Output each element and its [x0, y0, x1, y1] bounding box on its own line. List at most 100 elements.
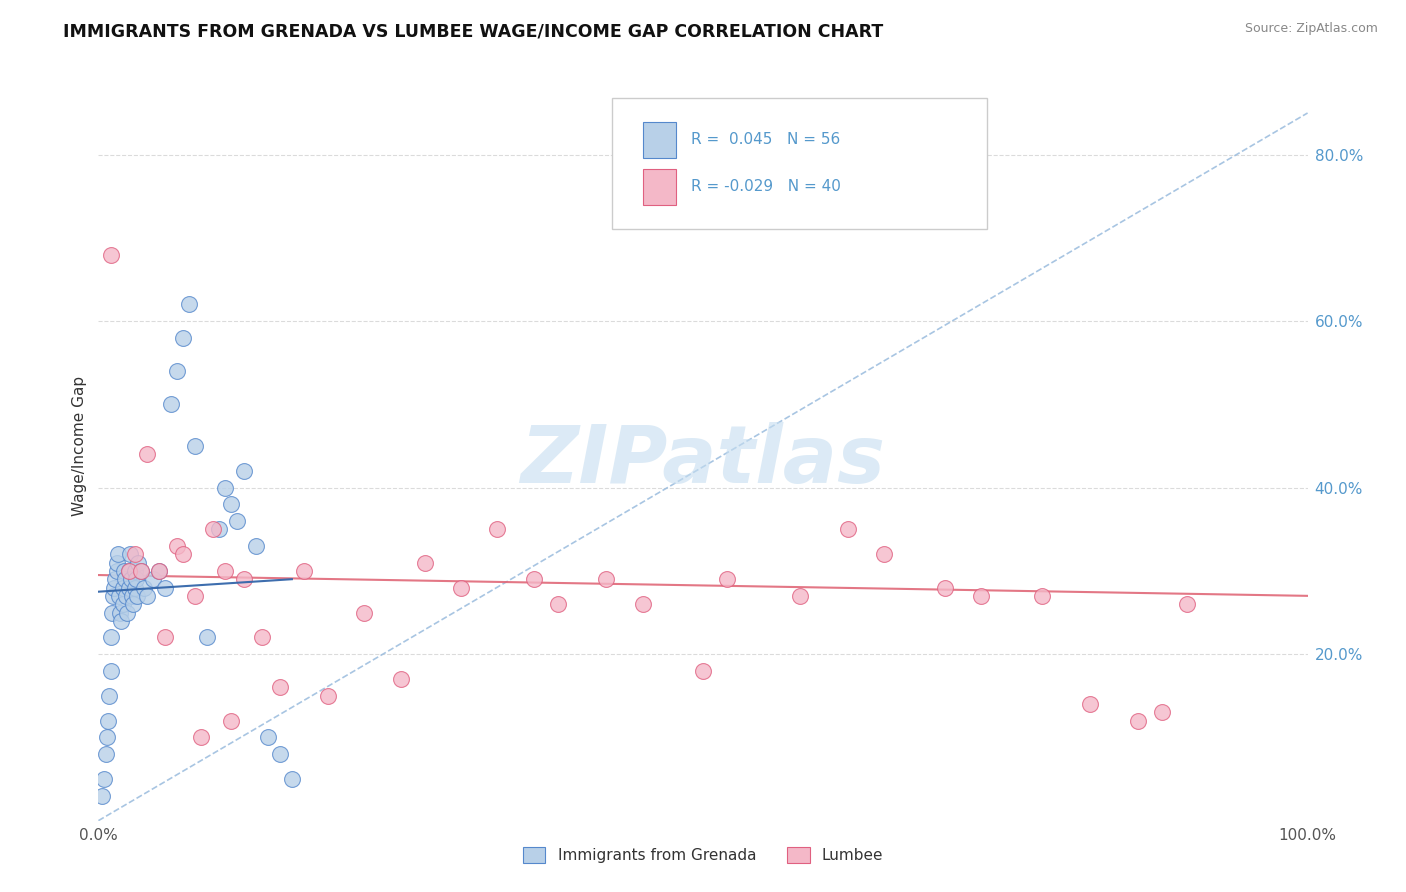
Point — [118, 564, 141, 578]
Point — [1175, 597, 1198, 611]
Legend: Immigrants from Grenada, Lumbee: Immigrants from Grenada, Lumbee — [516, 841, 890, 869]
Point — [226, 514, 249, 528]
Point — [129, 564, 152, 578]
Point — [108, 606, 131, 620]
Point — [1031, 589, 1053, 603]
Point — [100, 606, 122, 620]
Point — [281, 772, 304, 786]
Point — [153, 581, 176, 595]
Point — [172, 547, 194, 561]
Bar — [643, 169, 676, 205]
Point — [135, 589, 157, 603]
Text: ZIPatlas: ZIPatlas — [520, 422, 886, 500]
Point — [789, 589, 811, 603]
Point — [166, 539, 188, 553]
Point — [250, 631, 273, 645]
Point — [118, 547, 141, 561]
Point — [98, 689, 121, 703]
Point — [316, 689, 339, 703]
Point — [114, 572, 136, 586]
Point — [96, 731, 118, 745]
Text: IMMIGRANTS FROM GRENADA VS LUMBEE WAGE/INCOME GAP CORRELATION CHART: IMMIGRANTS FROM GRENADA VS LUMBEE WAGE/I… — [63, 22, 883, 40]
Point — [232, 572, 254, 586]
Point — [127, 556, 149, 570]
Point — [595, 572, 617, 586]
Point — [118, 581, 141, 595]
Point — [148, 564, 170, 578]
Point — [127, 589, 149, 603]
Point — [122, 597, 145, 611]
Text: R =  0.045   N = 56: R = 0.045 N = 56 — [690, 132, 841, 147]
Point — [172, 331, 194, 345]
Point — [112, 564, 135, 578]
Point — [214, 564, 236, 578]
Point — [121, 589, 143, 603]
Point — [94, 747, 117, 761]
Point — [93, 772, 115, 786]
Point — [450, 581, 472, 595]
Point — [221, 714, 243, 728]
Point — [124, 581, 146, 595]
Point — [166, 364, 188, 378]
Point — [232, 464, 254, 478]
Point — [104, 572, 127, 586]
Point — [160, 397, 183, 411]
Point — [413, 556, 436, 570]
Point — [208, 522, 231, 536]
Point — [523, 572, 546, 586]
Point — [245, 539, 267, 553]
Text: R = -0.029   N = 40: R = -0.029 N = 40 — [690, 179, 841, 194]
Point — [221, 497, 243, 511]
Point — [111, 581, 134, 595]
Point — [110, 614, 132, 628]
Point — [631, 597, 654, 611]
Point — [100, 664, 122, 678]
Point — [873, 547, 896, 561]
Point — [256, 731, 278, 745]
Point — [970, 589, 993, 603]
Point — [124, 564, 146, 578]
Point — [934, 581, 956, 595]
Point — [179, 297, 201, 311]
Point — [103, 581, 125, 595]
Point — [195, 631, 218, 645]
Point — [135, 447, 157, 461]
Point — [1078, 697, 1101, 711]
Bar — [643, 121, 676, 158]
Point — [1152, 706, 1174, 720]
Point — [486, 522, 509, 536]
Point — [120, 572, 142, 586]
Point — [124, 547, 146, 561]
Point — [129, 564, 152, 578]
Point — [547, 597, 569, 611]
Point — [118, 564, 141, 578]
Point — [91, 789, 114, 803]
Point — [184, 439, 207, 453]
Point — [184, 589, 207, 603]
Point — [148, 564, 170, 578]
Point — [837, 522, 859, 536]
Point — [115, 589, 138, 603]
Point — [214, 481, 236, 495]
Point — [111, 597, 134, 611]
Y-axis label: Wage/Income Gap: Wage/Income Gap — [72, 376, 87, 516]
Point — [202, 522, 225, 536]
Point — [269, 681, 291, 695]
Point — [100, 631, 122, 645]
Point — [105, 556, 128, 570]
Point — [269, 747, 291, 761]
Point — [108, 589, 131, 603]
Point — [692, 664, 714, 678]
Point — [190, 731, 212, 745]
Point — [134, 581, 156, 595]
Point — [100, 247, 122, 261]
Point — [107, 547, 129, 561]
Point — [101, 589, 124, 603]
Point — [389, 672, 412, 686]
Point — [97, 714, 120, 728]
Text: Source: ZipAtlas.com: Source: ZipAtlas.com — [1244, 22, 1378, 36]
Point — [292, 564, 315, 578]
Point — [117, 606, 139, 620]
Point — [153, 631, 176, 645]
Point — [353, 606, 375, 620]
